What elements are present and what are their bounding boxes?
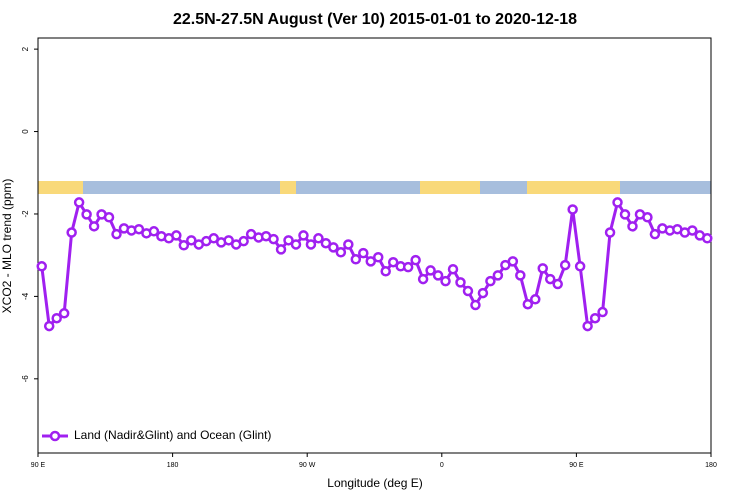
data-point [51,312,62,324]
data-point [470,299,481,311]
data-point [649,228,661,240]
data-point [365,256,377,267]
data-point [432,270,444,281]
data-point [186,235,197,246]
data-point [485,275,496,287]
data-point [328,242,339,253]
data-point [417,273,429,285]
land-band [280,181,296,194]
data-point [582,320,593,332]
y-tick-label: 0 [21,129,30,134]
plot-frame [37,37,712,454]
data-point [343,239,354,250]
data-point [522,298,534,310]
data-point [283,235,294,246]
data-point [425,265,436,276]
data-point [410,254,421,266]
data-point [402,261,414,273]
data-point [36,261,47,272]
data-point [462,285,474,297]
data-point [88,221,100,232]
data-point [66,227,77,238]
data-point [687,225,698,236]
data-point [358,247,369,259]
map-strip [38,181,711,194]
data-point [313,233,324,244]
data-point [604,227,616,238]
data-point [567,204,578,215]
data-point [111,228,122,240]
data-point [544,273,556,285]
chart-title: 22.5N-27.5N August (Ver 10) 2015-01-01 t… [173,11,577,28]
data-point [492,270,504,281]
x-tick-label: 180 [167,462,179,469]
data-point [223,235,234,246]
data-point [275,244,287,255]
data-point [81,209,92,220]
x-tick-label: 90 E [569,462,584,469]
land-band [527,181,620,194]
data-point [380,266,391,277]
data-point [440,275,451,287]
data-point [612,197,623,208]
data-point [597,306,608,318]
y-tick-label: -2 [21,210,30,218]
data-point [515,270,526,281]
x-tick-label: 0 [440,462,444,469]
data-point [290,239,302,250]
data-point [73,197,85,208]
data-point [589,312,601,324]
legend-marker [49,430,61,442]
data-point [507,256,519,267]
legend-label: Land (Nadir&Glint) and Ocean (Glint) [74,428,271,442]
data-point [43,320,55,332]
land-band [420,181,480,194]
data-point [619,209,631,220]
y-axis-label: XCO2 - MLO trend (ppm) [0,179,14,314]
y-tick-label: -4 [21,292,30,300]
data-point [455,277,466,288]
data-point [350,254,362,265]
data-point [305,239,317,250]
data-point [559,259,571,271]
data-point [387,256,399,268]
data-point [238,235,249,247]
data-point [268,233,279,245]
y-tick-label: 2 [21,46,30,51]
data-point [171,230,182,241]
x-tick-label: 90 W [299,462,316,469]
x-tick-label: 180 [705,462,717,469]
data-point [320,237,332,249]
y-tick-label: -6 [21,375,30,383]
x-axis-label: Longitude (deg E) [327,476,422,490]
data-point [642,212,653,223]
data-point [552,278,563,290]
land-band [38,181,83,194]
data-point [627,221,638,232]
data-point [58,308,70,319]
data-point [208,233,219,244]
data-point [178,240,190,251]
data-point [372,251,384,263]
data-point [574,261,586,272]
data-point [133,223,145,235]
data-point [702,233,713,244]
data-point [298,230,309,241]
data-point [103,212,115,223]
data-point [148,226,160,237]
data-point [335,247,347,258]
data-point [477,287,489,299]
data-point [447,263,459,275]
data-point [530,294,541,305]
data-point [537,263,548,274]
x-tick-label: 90 E [31,462,46,469]
